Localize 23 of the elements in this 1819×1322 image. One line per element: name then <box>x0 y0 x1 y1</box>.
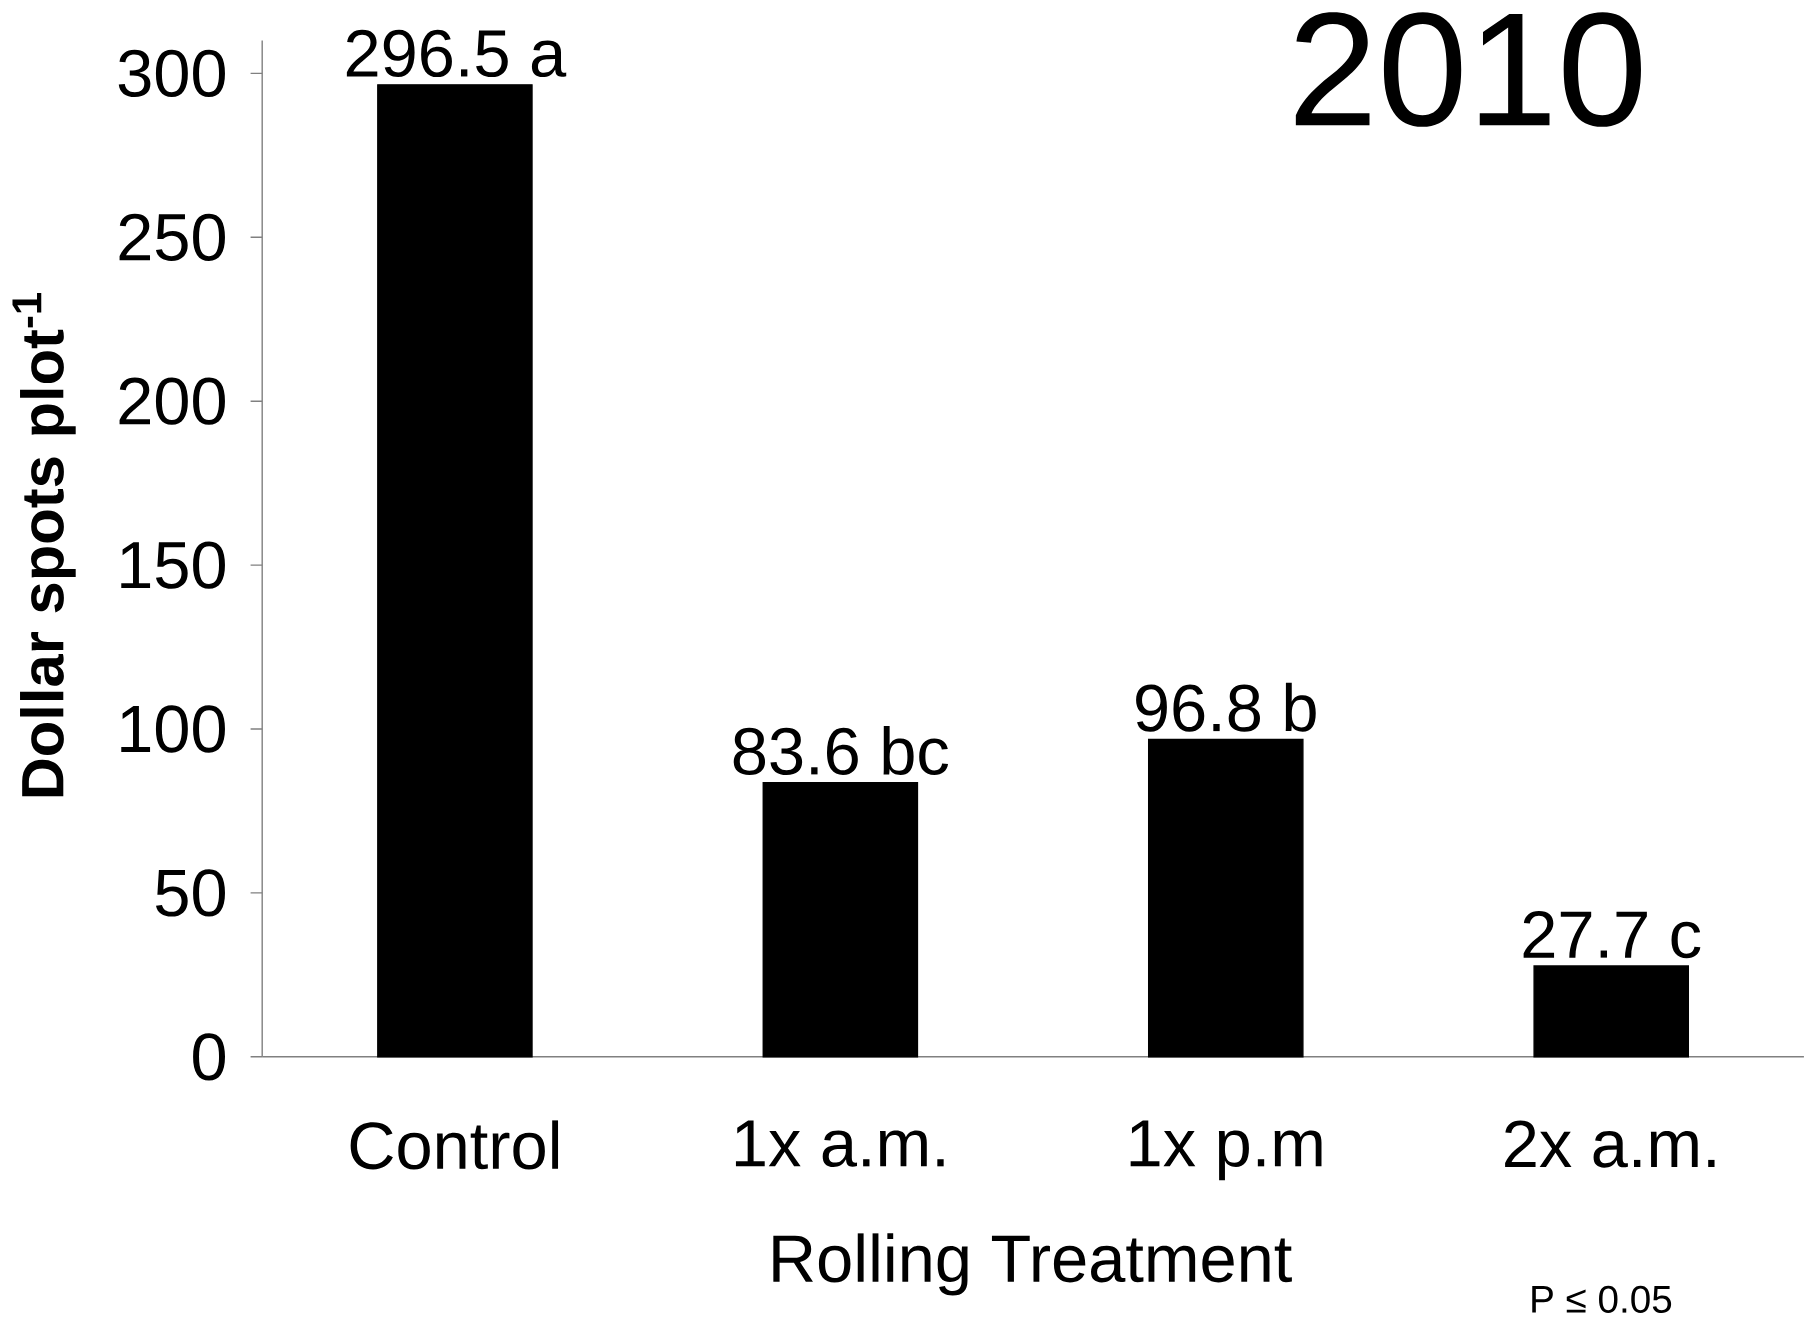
y-tick-label: 50 <box>156 869 225 917</box>
y-tick-label: 150 <box>121 541 225 589</box>
y-tick-label: 100 <box>121 705 225 753</box>
data-label: 27.7 c <box>1523 910 1701 959</box>
y-tick-label: 300 <box>118 49 225 97</box>
y-axis-title: Dollar spots plot$^{-1}$ <box>12 292 76 797</box>
chart-title: 2010 <box>1295 12 1641 127</box>
bar <box>1533 965 1690 1058</box>
x-tick-label: 1x p.m <box>1130 1120 1322 1180</box>
data-label: 96.8 b <box>1136 682 1316 732</box>
y-tick-label: 200 <box>119 377 225 425</box>
x-axis-title: Rolling Treatment <box>773 1233 1292 1296</box>
bar <box>1147 738 1304 1058</box>
x-tick-label: 2x a.m. <box>1505 1120 1715 1168</box>
bar <box>377 83 533 1058</box>
bar <box>762 781 919 1058</box>
data-label: 83.6 bc <box>733 725 949 775</box>
data-label: 296.5 a <box>346 29 567 77</box>
x-tick-label: Control <box>350 1120 559 1170</box>
text: P ≤ 0.05 <box>1532 1285 1672 1313</box>
y-tick-label: 250 <box>119 213 225 261</box>
x-tick-label: 1x a.m. <box>735 1120 944 1167</box>
y-tick-label: 0 <box>193 1032 225 1081</box>
